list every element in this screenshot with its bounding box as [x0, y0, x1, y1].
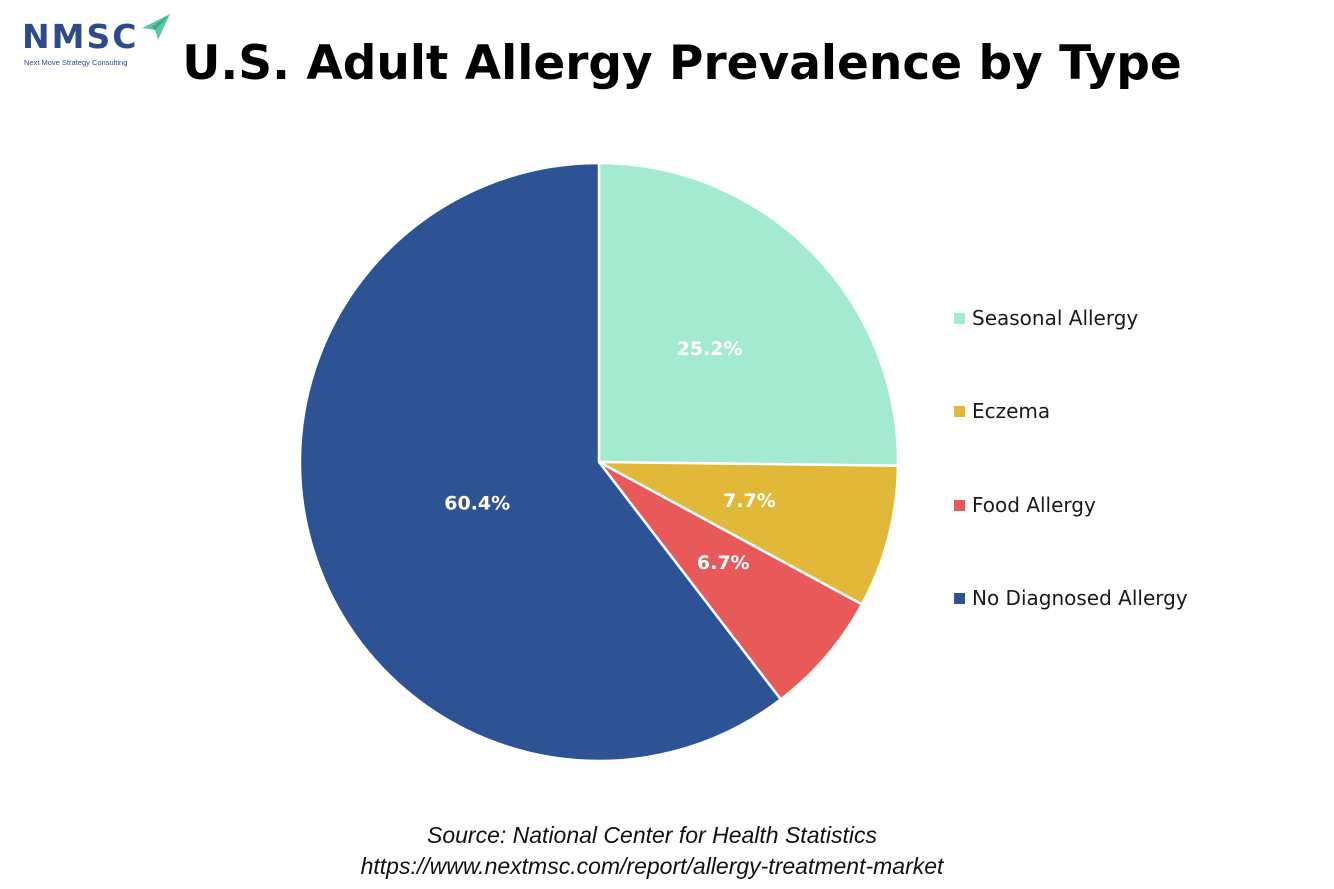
- data-label-eczema: 7.7%: [723, 490, 776, 512]
- logo-arrow-icon: [142, 14, 170, 40]
- logo-wordmark: NMSC: [22, 17, 139, 56]
- data-label-no-diagnosed-allergy: 60.4%: [444, 492, 510, 514]
- legend-swatch: [954, 405, 965, 417]
- pie-slice-food-allergy: [597, 460, 864, 701]
- legend-item-eczema: Eczema: [954, 399, 1050, 423]
- legend-item-seasonal-allergy: Seasonal Allergy: [954, 306, 1138, 330]
- legend-item-no-diagnosed-allergy: No Diagnosed Allergy: [954, 586, 1188, 610]
- data-label-food-allergy: 6.7%: [697, 552, 750, 574]
- legend-swatch: [954, 312, 965, 324]
- source-url: https://www.nextmsc.com/report/allergy-t…: [360, 853, 944, 880]
- legend-swatch: [954, 592, 965, 604]
- legend-label: Eczema: [972, 399, 1051, 423]
- legend-swatch: [954, 499, 965, 511]
- chart-title: U.S. Adult Allergy Prevalence by Type: [182, 36, 1182, 91]
- pie-slice-eczema: [597, 460, 900, 606]
- legend-item-food-allergy: Food Allergy: [954, 493, 1096, 517]
- legend-label: Seasonal Allergy: [972, 306, 1139, 330]
- logo-tagline: Next Move Strategy Consulting: [24, 58, 128, 67]
- chart-source: Source: National Center for Health Stati…: [0, 820, 1304, 882]
- nmsc-logo: NMSC Next Move Strategy Consulting: [22, 12, 170, 72]
- pie-slice-seasonal-allergy: [597, 161, 900, 468]
- source-citation: Source: National Center for Health Stati…: [427, 822, 877, 848]
- legend-label: No Diagnosed Allergy: [972, 586, 1188, 610]
- legend-label: Food Allergy: [972, 493, 1096, 517]
- pie-slice-no-diagnosed-allergy: [298, 161, 783, 763]
- data-label-seasonal-allergy: 25.2%: [677, 338, 743, 360]
